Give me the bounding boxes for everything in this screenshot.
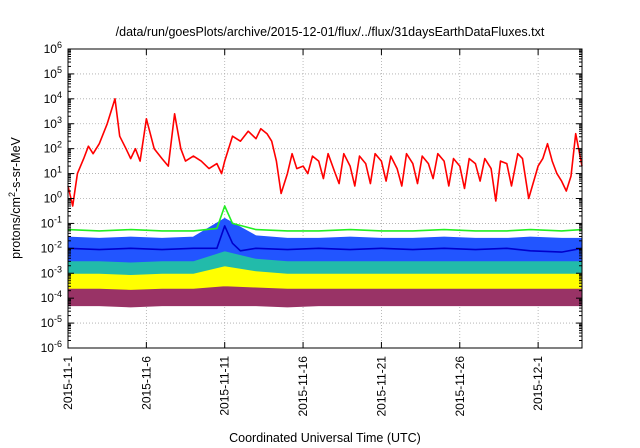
y-tick-label: 10-4 — [41, 289, 62, 305]
y-tick-label: 105 — [44, 65, 62, 81]
y-tick-label: 10-3 — [41, 264, 62, 280]
y-tick-label: 102 — [44, 140, 62, 156]
x-tick-label: 2015-11-1 — [61, 356, 75, 410]
x-tick-label: 2015-11-26 — [453, 356, 467, 417]
chart-title: /data/run/goesPlots/archive/2015-12-01/f… — [116, 25, 545, 39]
series-layer — [67, 98, 583, 308]
y-axis-label: protons/cm2-s-sr-MeV — [7, 136, 23, 258]
x-tick-label: 2015-11-6 — [139, 356, 153, 410]
series-line — [67, 98, 583, 207]
y-axis-label-rest: -s-sr-MeV — [9, 136, 23, 192]
y-tick-label: 104 — [44, 90, 62, 106]
y-tick-label: 101 — [44, 165, 62, 181]
x-tick-label: 2015-11-16 — [296, 356, 310, 417]
series-line — [67, 225, 583, 253]
y-axis-label-base: protons/cm — [9, 197, 23, 259]
y-tick-label: 106 — [44, 40, 62, 56]
y-tick-label: 100 — [44, 190, 62, 206]
y-tick-label: 10-6 — [41, 339, 62, 355]
y-tick-label: 10-5 — [41, 314, 62, 330]
x-axis-label: Coordinated Universal Time (UTC) — [229, 431, 421, 445]
x-tick-label: 2015-11-11 — [218, 356, 232, 416]
series-band — [67, 217, 583, 263]
axes: 10-6 10-5 10-4 10-3 10-2 10-1 100 101 102 103 104 1… — [41, 40, 582, 417]
y-axis-label-sup: 2 — [7, 192, 17, 197]
x-tick-label: 2015-11-21 — [374, 356, 388, 417]
x-tick-label: 2015-12-1 — [531, 356, 545, 411]
y-tick-label: 103 — [44, 115, 62, 131]
series-line — [67, 205, 583, 232]
y-tick-label: 10-1 — [41, 214, 62, 230]
y-tick-label: 10-2 — [41, 239, 62, 255]
